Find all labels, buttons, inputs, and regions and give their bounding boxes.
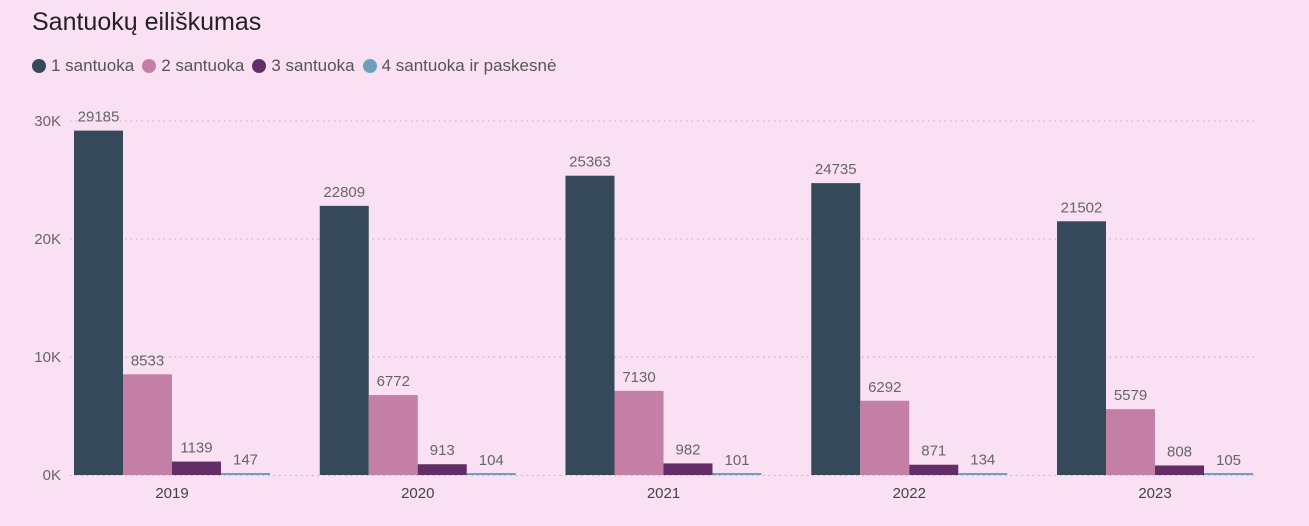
x-category-label: 2022 [893, 485, 926, 502]
legend-item-series-1[interactable]: 1 santuoka [32, 56, 134, 76]
legend: 1 santuoka 2 santuoka 3 santuoka 4 santu… [32, 56, 564, 76]
bar-2021-series-1[interactable] [565, 175, 615, 475]
bar-2019-series-3[interactable] [172, 461, 221, 475]
data-label: 7130 [622, 369, 655, 386]
legend-swatch-series-3 [252, 59, 267, 73]
y-tick-label: 10K [34, 349, 61, 366]
bar-2021-series-3[interactable] [663, 463, 713, 475]
bar-2022-series-4[interactable] [958, 473, 1008, 475]
legend-label-series-2: 2 santuoka [161, 56, 245, 75]
x-category-label: 2021 [647, 485, 680, 502]
y-tick-label: 0K [43, 467, 61, 484]
bar-2020-series-3[interactable] [417, 464, 467, 475]
legend-swatch-series-2 [142, 59, 157, 73]
legend-label-series-1: 1 santuoka [51, 56, 135, 75]
bar-2023-series-1[interactable] [1057, 221, 1106, 475]
data-label: 134 [970, 451, 995, 468]
data-label: 6772 [377, 373, 410, 390]
data-label: 105 [1216, 452, 1241, 469]
bar-2023-series-2[interactable] [1106, 409, 1155, 475]
data-label: 147 [233, 451, 258, 468]
bar-2023-series-4[interactable] [1204, 473, 1253, 475]
bar-2019-series-4[interactable] [221, 473, 270, 475]
bar-2019-series-1[interactable] [74, 130, 123, 475]
bar-2021-series-2[interactable] [614, 390, 664, 475]
data-label: 913 [430, 442, 455, 459]
bar-2022-series-1[interactable] [811, 183, 861, 475]
legend-swatch-series-1 [32, 59, 46, 73]
bar-2022-series-2[interactable] [860, 400, 910, 475]
data-label: 871 [921, 443, 946, 460]
x-category-label: 2023 [1138, 485, 1171, 502]
data-label: 29185 [78, 109, 120, 126]
bar-2023-series-3[interactable] [1155, 465, 1204, 475]
data-label: 982 [675, 441, 700, 458]
legend-label-series-4: 4 santuoka ir paskesnė [381, 56, 557, 75]
data-label: 8533 [131, 352, 164, 369]
bar-2020-series-2[interactable] [368, 395, 418, 475]
data-label: 104 [479, 452, 504, 469]
bar-2022-series-3[interactable] [909, 464, 959, 475]
bar-2020-series-4[interactable] [466, 473, 516, 475]
bar-2021-series-4[interactable] [712, 473, 762, 475]
x-category-label: 2019 [155, 485, 188, 502]
data-label: 101 [724, 452, 749, 469]
data-label: 22809 [323, 184, 365, 201]
data-label: 6292 [868, 379, 901, 396]
legend-item-series-3[interactable]: 3 santuoka [252, 56, 355, 76]
data-label: 21502 [1061, 199, 1103, 216]
legend-label-series-3: 3 santuoka [271, 56, 355, 75]
data-label: 25363 [569, 154, 611, 171]
x-category-label: 2020 [401, 485, 434, 502]
chart-title: Santuokų eiliškumas [32, 8, 262, 36]
data-label: 5579 [1114, 387, 1147, 404]
legend-swatch-series-4 [362, 59, 377, 73]
bar-2019-series-2[interactable] [123, 374, 172, 475]
y-tick-label: 30K [34, 113, 61, 130]
y-tick-label: 20K [34, 231, 61, 248]
legend-item-series-4[interactable]: 4 santuoka ir paskesnė [362, 56, 557, 76]
data-label: 808 [1167, 443, 1192, 460]
data-label: 1139 [180, 440, 212, 457]
legend-item-series-2[interactable]: 2 santuoka [142, 56, 244, 76]
bar-2020-series-1[interactable] [319, 205, 369, 475]
data-label: 24735 [815, 161, 857, 178]
